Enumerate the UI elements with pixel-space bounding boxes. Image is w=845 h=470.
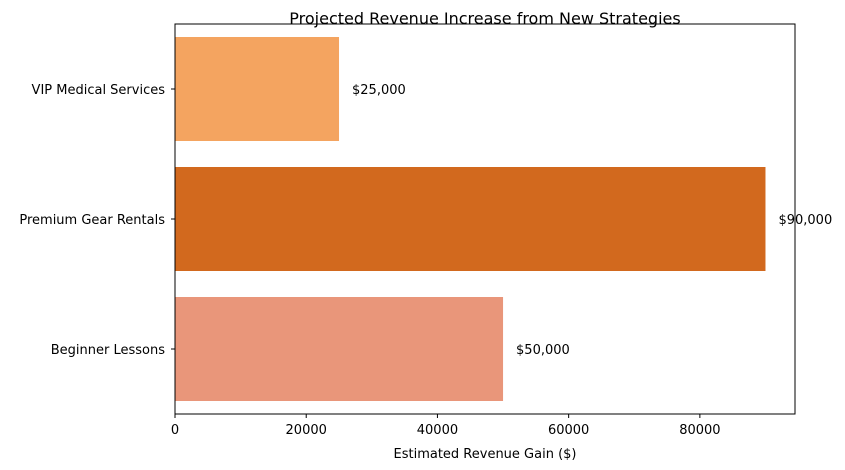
x-tick-label: 60000 <box>548 423 589 438</box>
data-label-vip-medical-services: $25,000 <box>352 83 406 98</box>
x-tick-label: 20000 <box>286 423 327 438</box>
y-tick-label-beginner-lessons: Beginner Lessons <box>51 343 165 358</box>
chart-title: Projected Revenue Increase from New Stra… <box>289 9 680 28</box>
bar-vip-medical-services <box>175 37 340 141</box>
bar-premium-gear-rentals <box>175 167 766 271</box>
x-tick-label: 0 <box>171 423 179 438</box>
y-tick-label-vip-medical-services: VIP Medical Services <box>32 83 166 98</box>
data-label-premium-gear-rentals: $90,000 <box>778 213 832 228</box>
y-tick-label-premium-gear-rentals: Premium Gear Rentals <box>19 213 165 228</box>
x-tick-label: 80000 <box>679 423 720 438</box>
x-tick-label: 40000 <box>417 423 458 438</box>
bar-beginner-lessons <box>175 297 504 401</box>
data-label-beginner-lessons: $50,000 <box>516 343 570 358</box>
x-axis-label: Estimated Revenue Gain ($) <box>394 447 577 462</box>
